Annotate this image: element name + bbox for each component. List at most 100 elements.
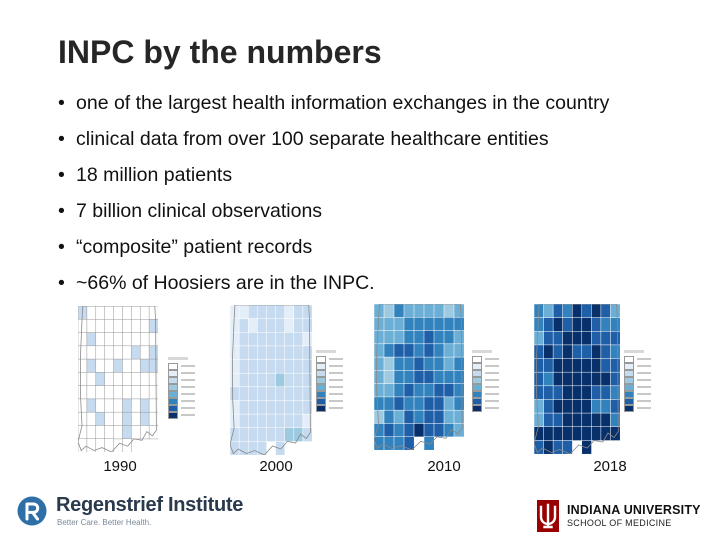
county-cell <box>86 345 97 360</box>
county-cell <box>284 413 295 429</box>
county-cell <box>86 319 97 333</box>
legend-row <box>472 362 499 370</box>
county-cell <box>78 411 88 426</box>
county-cell <box>562 412 573 428</box>
county-cell <box>600 399 611 414</box>
legend-label <box>485 393 499 395</box>
county-cell <box>600 358 611 373</box>
county-cell <box>86 372 97 387</box>
county-cell <box>423 317 435 331</box>
county-cell <box>230 400 240 415</box>
county-cell <box>534 412 545 428</box>
county-cell <box>122 385 132 400</box>
county-cell <box>247 332 258 347</box>
indiana-map-2018 <box>534 304 620 454</box>
legend-swatch <box>168 397 178 405</box>
county-cell <box>238 372 249 388</box>
legend-swatch <box>316 355 326 363</box>
county-cell <box>275 386 286 401</box>
county-cell <box>230 413 240 429</box>
county-cell <box>543 317 554 332</box>
county-cell <box>581 358 592 373</box>
county-cell <box>453 343 464 358</box>
legend-swatch <box>168 390 178 398</box>
county-cell <box>247 318 258 333</box>
legend-title <box>472 350 492 353</box>
county-cell <box>122 332 132 347</box>
county-cell <box>113 411 123 426</box>
county-cell <box>433 317 445 331</box>
county-cell <box>78 319 88 333</box>
county-cell <box>257 372 267 388</box>
county-cell <box>403 370 415 385</box>
county-cell <box>552 358 564 373</box>
county-cell <box>113 319 123 333</box>
county-cell <box>374 383 385 398</box>
county-cell <box>423 304 435 318</box>
bullet-text: 7 billion clinical observations <box>76 200 323 222</box>
indiana-map-2000 <box>230 305 312 455</box>
state-outline <box>78 306 157 452</box>
county-cell <box>413 423 425 438</box>
county-cell <box>139 332 150 347</box>
legend-row <box>472 369 499 377</box>
county-cell <box>247 372 258 388</box>
county-cell <box>610 385 620 400</box>
county-cell <box>534 331 545 346</box>
county-cell <box>600 317 611 332</box>
state-outline <box>534 304 619 454</box>
legend-swatch <box>472 355 482 363</box>
county-cell <box>393 436 405 450</box>
county-cell <box>591 331 602 346</box>
year-label-2018: 2018 <box>593 458 627 475</box>
county-cell <box>238 305 249 320</box>
county-cell <box>562 304 573 319</box>
legend-swatch <box>168 383 178 391</box>
county-cell <box>275 305 286 320</box>
county-cell <box>78 385 88 400</box>
county-cell <box>139 319 150 333</box>
county-cell <box>95 425 106 440</box>
county-cell <box>443 383 455 398</box>
county-cell <box>591 399 602 414</box>
county-cell <box>571 412 583 428</box>
county-cell <box>257 413 267 429</box>
county-cell <box>543 399 554 414</box>
county-cell <box>413 409 425 424</box>
county-cell <box>148 345 158 360</box>
bullet-item: • clinical data from over 100 separate he… <box>58 121 609 157</box>
county-cell <box>403 317 415 331</box>
county-cell <box>104 358 115 373</box>
county-cell <box>122 319 132 333</box>
county-cell <box>562 426 573 441</box>
county-cell <box>383 370 395 385</box>
county-cell <box>238 359 249 374</box>
county-cell <box>230 332 240 347</box>
county-cell <box>534 344 545 359</box>
county-cell <box>433 343 445 358</box>
county-cell <box>581 426 592 441</box>
county-cell <box>393 383 405 398</box>
county-cell <box>247 427 258 442</box>
bullet-text: 18 million patients <box>76 164 233 186</box>
legend-label <box>329 386 343 388</box>
county-cell <box>293 359 304 374</box>
county-cell <box>453 317 464 331</box>
county-cell <box>148 425 158 440</box>
county-cell <box>238 332 249 347</box>
county-cell <box>403 423 415 438</box>
county-cell <box>266 332 276 347</box>
county-cell <box>433 409 445 424</box>
county-cell <box>552 399 564 414</box>
county-cell <box>413 370 425 385</box>
legend-row <box>624 376 651 384</box>
county-cell <box>571 399 583 414</box>
county-cell <box>122 345 132 360</box>
county-cell <box>433 383 445 398</box>
county-cell <box>257 332 267 347</box>
county-cell <box>443 304 455 318</box>
county-cell <box>113 398 123 413</box>
legend-swatch <box>624 362 634 370</box>
county-cell <box>610 317 620 332</box>
legend-row <box>472 376 499 384</box>
